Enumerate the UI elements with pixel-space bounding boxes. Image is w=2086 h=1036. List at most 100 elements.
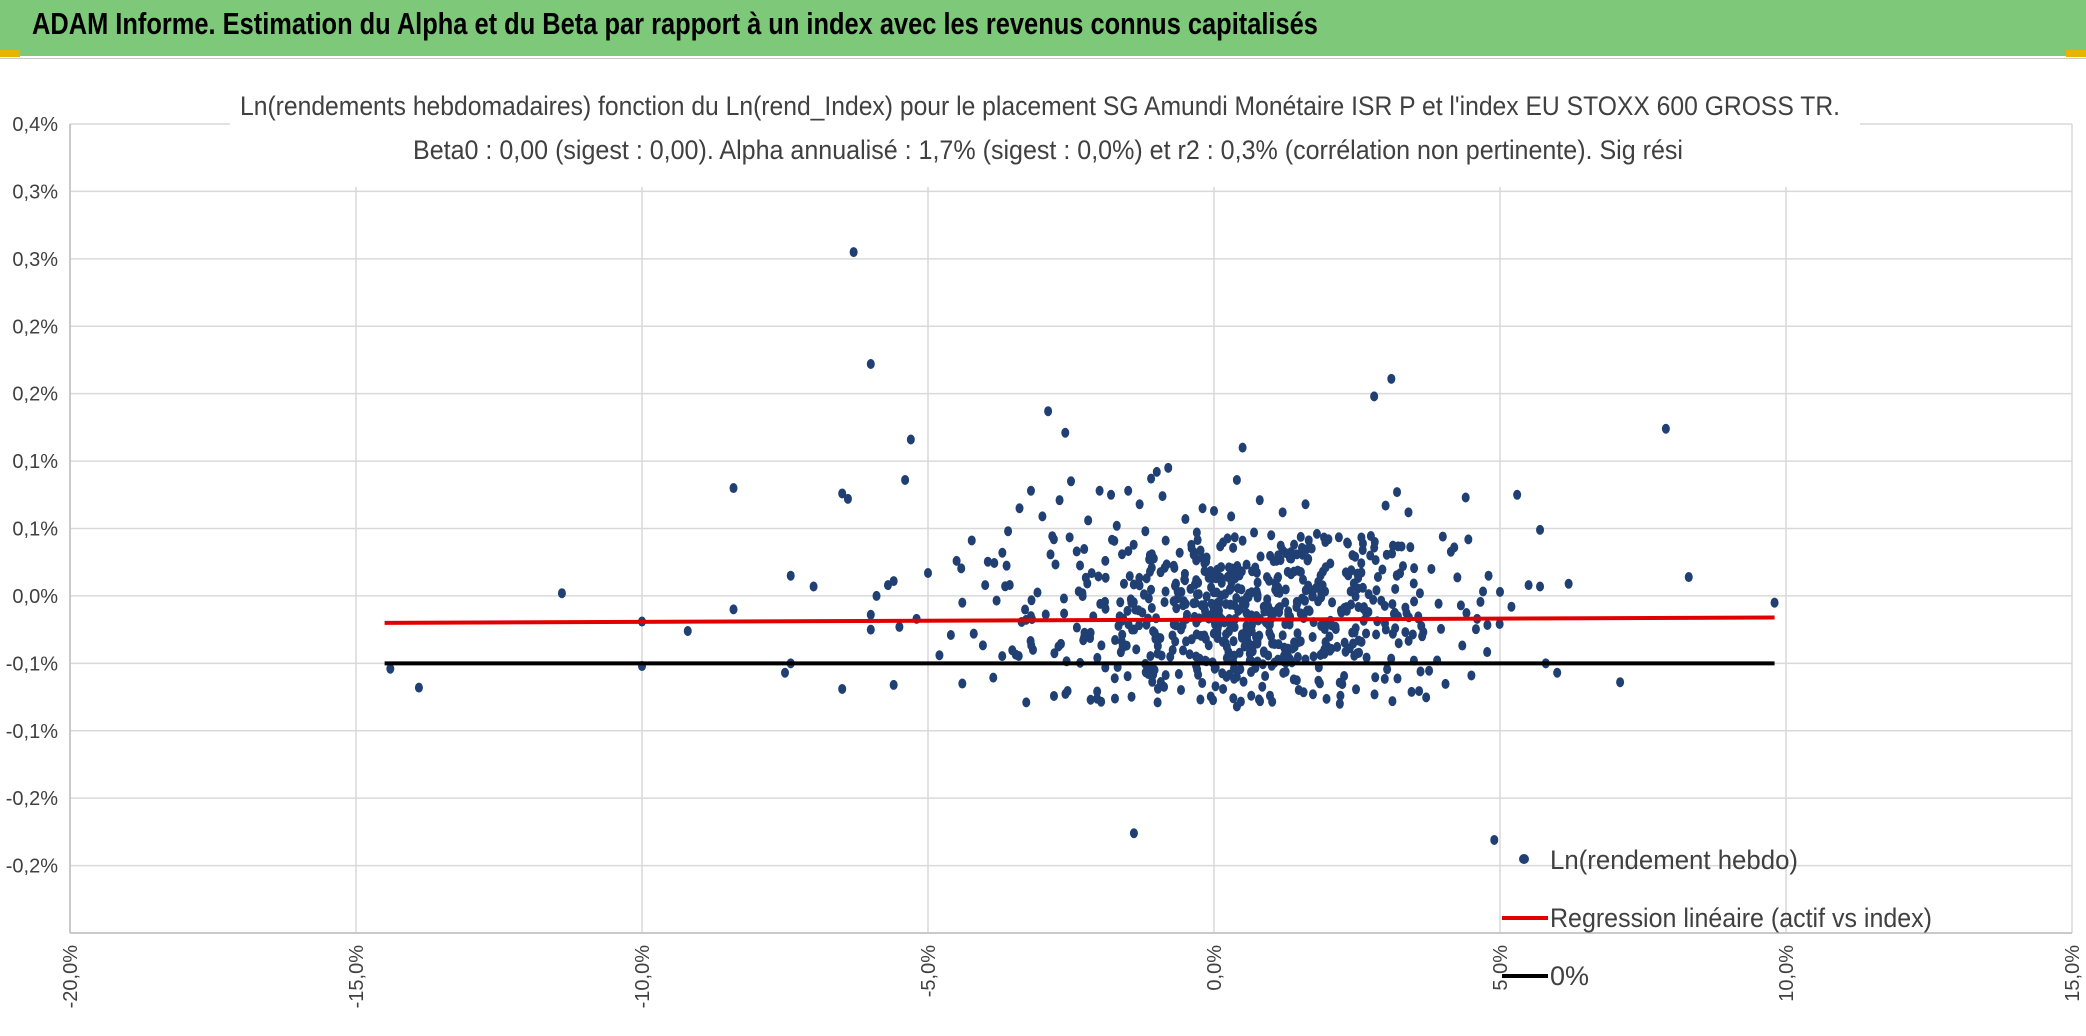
scatter-point-cluster: [1108, 534, 1117, 545]
scatter-point-cluster: [1059, 593, 1068, 604]
scatter-point: [866, 609, 875, 620]
scatter-point-cluster: [998, 651, 1007, 662]
scatter-point-cluster: [1022, 697, 1031, 708]
scatter-point-cluster: [1065, 532, 1074, 543]
scatter-point-cluster: [1225, 584, 1234, 595]
scatter-point-cluster: [1114, 620, 1123, 631]
scatter-point: [1107, 489, 1116, 500]
chart-title-line-1: Ln(rendements hebdomadaires) fonction du…: [240, 91, 1840, 121]
scatter-point-cluster: [1021, 604, 1030, 615]
scatter-point-cluster: [1407, 686, 1416, 697]
chart-area: Ln(rendements hebdomadaires) fonction du…: [0, 58, 2086, 1035]
scatter-point: [1004, 526, 1013, 537]
scatter-point-cluster: [1371, 555, 1380, 566]
scatter-point-cluster: [1123, 605, 1132, 616]
scatter-point-cluster: [1322, 693, 1331, 704]
scatter-point: [924, 567, 932, 578]
scatter-point-cluster: [1256, 551, 1265, 562]
legend-label-zero: 0%: [1550, 961, 1589, 991]
scatter-point-cluster: [1229, 636, 1238, 647]
y-tick-label: -0,1%: [6, 721, 58, 743]
scatter-point-cluster: [1372, 629, 1381, 640]
scatter-point-cluster: [1182, 609, 1191, 620]
scatter-point-cluster: [1161, 670, 1170, 681]
scatter-point-cluster: [1101, 603, 1110, 614]
scatter-point: [729, 483, 738, 494]
title-background: [230, 79, 1860, 187]
scatter-point-cluster: [1222, 653, 1231, 664]
x-tick-label: 10,0%: [1776, 945, 1798, 1002]
scatter-point-cluster: [1027, 640, 1036, 651]
scatter-point-cluster: [1274, 602, 1283, 613]
scatter-point: [809, 581, 818, 592]
scatter-point-cluster: [1312, 582, 1321, 593]
scatter-point-cluster: [1261, 671, 1270, 682]
scatter-point: [1278, 507, 1287, 518]
legend-label-regression: Regression linéaire (actif vs index): [1550, 903, 1932, 933]
scatter-point-cluster: [1401, 627, 1410, 638]
scatter-point-cluster: [1328, 597, 1337, 608]
scatter-point-cluster: [1336, 690, 1345, 701]
scatter-point-cluster: [1086, 694, 1095, 705]
scatter-point-cluster: [1321, 586, 1330, 597]
scatter-point-cluster: [1292, 549, 1301, 560]
scatter-point: [1461, 492, 1470, 503]
scatter-point: [1387, 373, 1396, 384]
scatter-point-cluster: [1349, 578, 1358, 589]
scatter-point: [1026, 485, 1035, 496]
scatter-point-cluster: [1418, 631, 1427, 642]
scatter-point-cluster: [1281, 584, 1290, 595]
scatter-point-cluster: [1279, 667, 1288, 678]
scatter-point-cluster: [1129, 539, 1138, 550]
scatter-point: [958, 678, 967, 689]
scatter-point-cluster: [1274, 572, 1283, 583]
scatter-point-cluster: [1393, 673, 1402, 684]
scatter-point: [1129, 828, 1138, 839]
scatter-point-cluster: [1479, 586, 1488, 597]
scatter-point-cluster: [1217, 577, 1226, 588]
scatter-point-cluster: [1434, 598, 1443, 609]
scatter-point: [1255, 495, 1264, 506]
scatter-point: [1490, 834, 1499, 845]
scatter-point-cluster: [1097, 696, 1106, 707]
scatter-point-cluster: [1293, 628, 1302, 639]
scatter-point: [906, 434, 915, 445]
scatter-point-cluster: [1409, 578, 1418, 589]
scatter-point-cluster: [1216, 541, 1225, 552]
scatter-point-cluster: [1161, 586, 1170, 597]
scatter-point: [781, 667, 789, 678]
scatter-point-cluster: [1118, 642, 1127, 653]
scatter-point-cluster: [1181, 598, 1190, 609]
scatter-point-cluster: [1204, 640, 1213, 651]
scatter-point-cluster: [1462, 608, 1471, 619]
scatter-point-cluster: [1124, 546, 1133, 557]
scatter-point-cluster: [1410, 596, 1419, 607]
scatter-point-cluster: [1147, 584, 1156, 595]
scatter-point-cluster: [1116, 597, 1125, 608]
scatter-point: [1232, 474, 1241, 485]
y-tick-label: 0,0%: [12, 586, 58, 608]
scatter-point: [1290, 539, 1299, 550]
gridlines: [69, 123, 2073, 934]
scatter-point-cluster: [1293, 597, 1302, 608]
scatter-point-cluster: [1046, 549, 1055, 560]
scatter-point-cluster: [1293, 652, 1302, 663]
header-corner-mark-right: [2066, 50, 2086, 57]
scatter-point-cluster: [1391, 623, 1400, 634]
scatter-point-cluster: [1471, 624, 1480, 635]
scatter-point-cluster: [1222, 671, 1231, 682]
scatter-point-cluster: [1215, 597, 1224, 608]
scatter-point-cluster: [1079, 635, 1088, 646]
scatter-point-cluster: [1309, 651, 1318, 662]
scatter-point-cluster: [1370, 536, 1379, 547]
scatter-point: [1210, 505, 1218, 516]
scatter-point-cluster: [1304, 535, 1313, 546]
scatter-point: [1038, 511, 1047, 522]
scatter-point: [1496, 586, 1504, 597]
chart-legend: Ln(rendement hebdo) Regression linéaire …: [1502, 845, 1932, 991]
scatter-point-cluster: [1258, 681, 1267, 692]
scatter-point-cluster: [1153, 683, 1162, 694]
scatter-point: [958, 597, 967, 608]
scatter-point-cluster: [1437, 623, 1446, 634]
scatter-point-cluster: [1340, 670, 1349, 681]
